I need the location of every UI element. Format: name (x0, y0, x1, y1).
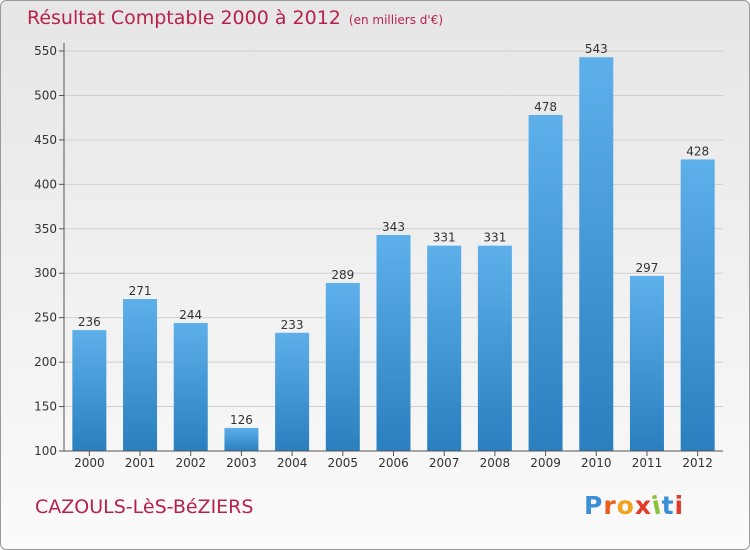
bar-2008 (477, 245, 512, 451)
x-tick-label-2003: 2003 (226, 456, 257, 470)
bar-value-label-2006: 343 (382, 220, 405, 234)
y-tick-label-400: 400 (34, 177, 57, 191)
bar-value-label-2002: 244 (179, 308, 202, 322)
logo-letter: r (603, 491, 617, 520)
y-tick-label-450: 450 (34, 133, 57, 147)
x-tick-label-2010: 2010 (581, 456, 612, 470)
logo-letter: P (584, 491, 604, 520)
x-tick-label-2004: 2004 (277, 456, 308, 470)
x-tick-label-2006: 2006 (378, 456, 409, 470)
x-tick-label-2012: 2012 (682, 456, 713, 470)
bar-value-label-2005: 289 (331, 268, 354, 282)
bar-value-label-2011: 297 (636, 261, 659, 275)
bar-2003 (224, 427, 259, 451)
x-tick-label-2008: 2008 (480, 456, 511, 470)
bar-2011 (629, 275, 664, 451)
y-tick-label-250: 250 (34, 311, 57, 325)
bar-labels: 236 271 244 126 233 289 343 331 331 478 543 297 428 (78, 42, 709, 427)
chart-title-text: Résultat Comptable 2000 à 2012 (27, 7, 341, 29)
bar-2010 (579, 57, 614, 451)
y-tick-label-100: 100 (34, 444, 57, 458)
logo-letter: i (674, 491, 685, 520)
x-tick-label-2002: 2002 (175, 456, 206, 470)
bar-2005 (325, 283, 360, 451)
x-tick-label-2005: 2005 (328, 456, 359, 470)
x-tick-label-2001: 2001 (125, 456, 156, 470)
bar-value-label-2009: 478 (534, 100, 557, 114)
x-tick-label-2009: 2009 (530, 456, 561, 470)
bar-2012 (680, 159, 715, 451)
bar-2004 (275, 332, 310, 451)
commune-name: CAZOULS-LèS-BéZIERS (35, 496, 254, 518)
bar-value-label-2004: 233 (281, 318, 304, 332)
bar-2002 (173, 323, 208, 451)
bars (72, 57, 715, 451)
bar-2007 (427, 245, 462, 451)
logo-letter: t (661, 491, 675, 520)
chart-unit-note: (en milliers d'€) (348, 13, 444, 27)
bar-2006 (376, 235, 411, 451)
y-tick-label-500: 500 (34, 88, 57, 102)
chart-title: Résultat Comptable 2000 à 2012 (en millie… (27, 7, 443, 29)
axes: 100 150 200 250 300 350 400 450 500 550 2000 2001 20… (34, 43, 723, 470)
bar-2009 (528, 115, 563, 451)
y-tick-label-300: 300 (34, 266, 57, 280)
bar-2001 (123, 299, 158, 451)
bar-2000 (72, 330, 107, 451)
logo-letter: o (616, 491, 635, 520)
bar-value-label-2003: 126 (230, 413, 253, 427)
x-tick-label-2000: 2000 (74, 456, 105, 470)
bar-value-label-2008: 331 (483, 231, 506, 245)
logo-letter: x (634, 491, 652, 520)
bar-value-label-2010: 543 (585, 42, 608, 56)
y-tick-label-350: 350 (34, 222, 57, 236)
bar-value-label-2001: 271 (129, 284, 152, 298)
x-tick-label-2007: 2007 (429, 456, 460, 470)
bar-value-label-2012: 428 (686, 144, 709, 158)
bar-value-label-2000: 236 (78, 315, 101, 329)
y-tick-label-550: 550 (34, 44, 57, 58)
proxiti-logo: Proxiti (584, 490, 685, 520)
bar-value-label-2007: 331 (433, 231, 456, 245)
y-tick-label-200: 200 (34, 355, 57, 369)
y-tick-label-150: 150 (34, 400, 57, 414)
x-tick-label-2011: 2011 (632, 456, 663, 470)
